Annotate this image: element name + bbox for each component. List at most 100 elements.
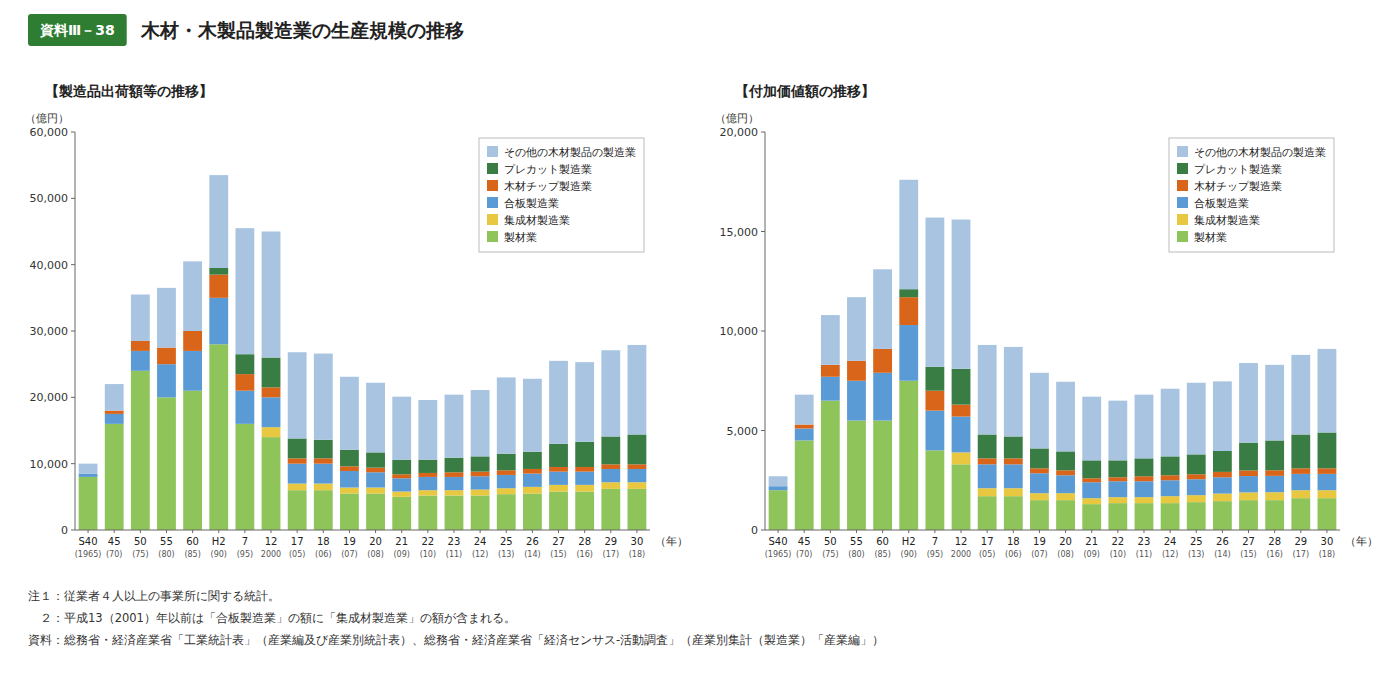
bar — [1135, 458, 1154, 476]
bar — [1030, 448, 1049, 468]
x-tick-label-line: (17) — [603, 550, 619, 559]
bar — [1187, 502, 1206, 530]
bar — [366, 383, 385, 453]
y-tick — [761, 132, 765, 133]
x-tick-label: 19(07) — [341, 536, 357, 559]
x-tick-label-line: 30 — [1321, 536, 1334, 547]
bar — [1056, 470, 1075, 475]
bar — [445, 490, 464, 495]
bar — [549, 492, 568, 530]
bar — [952, 220, 971, 369]
bar — [899, 180, 918, 289]
x-tick-label-line: (16) — [1266, 550, 1282, 559]
bar — [471, 472, 490, 477]
x-tick-label: 7(95) — [927, 536, 943, 559]
legend-swatch — [487, 197, 498, 208]
bar — [445, 496, 464, 530]
bar — [1056, 382, 1075, 452]
bar — [314, 484, 333, 491]
x-tick-label: 25(13) — [498, 536, 514, 559]
bar — [601, 436, 620, 464]
bar — [1030, 473, 1049, 493]
bar — [1291, 498, 1310, 530]
bar — [1187, 383, 1206, 455]
y-axis-line — [765, 132, 766, 530]
bar — [1082, 482, 1101, 498]
x-tick-label-line: (13) — [1188, 550, 1204, 559]
legend-label: 合板製造業 — [1194, 197, 1249, 210]
bar — [497, 475, 516, 488]
y-tick-label: 15,000 — [720, 226, 759, 239]
x-tick-label-line: (1965) — [765, 550, 792, 559]
bar — [392, 474, 411, 478]
bar — [873, 421, 892, 530]
x-tick-label-line: S40 — [769, 536, 788, 547]
x-tick — [1300, 530, 1301, 533]
x-tick-label-line: S40 — [79, 536, 98, 547]
bar — [1030, 468, 1049, 473]
x-tick-label-line: (06) — [315, 550, 331, 559]
x-tick-label: 18(06) — [315, 536, 331, 559]
bar — [821, 377, 840, 401]
bar — [497, 488, 516, 494]
bar — [1056, 475, 1075, 493]
bar — [523, 487, 542, 494]
bar — [418, 400, 437, 460]
x-tick-label-line: 45 — [108, 536, 121, 547]
x-tick-label: 27(15) — [1240, 536, 1256, 559]
y-tick — [761, 331, 765, 332]
bar — [366, 468, 385, 473]
x-tick — [1143, 530, 1144, 533]
bar — [795, 440, 814, 530]
x-tick-label-line: 60 — [876, 536, 889, 547]
x-tick-label-line: 25 — [1190, 536, 1203, 547]
bar — [601, 469, 620, 482]
x-tick-label-line: (90) — [211, 550, 227, 559]
bar — [131, 341, 150, 351]
note: ２：平成13（2001）年以前は「合板製造業」の額に「集成材製造業」の額が含まれ… — [28, 611, 516, 625]
y-axis-label: （億円） — [715, 112, 759, 125]
x-tick — [1117, 530, 1118, 533]
series — [79, 175, 647, 474]
x-tick — [427, 530, 428, 533]
y-tick-label: 5,000 — [727, 425, 759, 438]
x-tick-label-line: 21 — [395, 536, 408, 547]
bar — [1161, 389, 1180, 457]
bar — [575, 485, 594, 492]
bar — [1213, 472, 1232, 477]
bar — [79, 477, 98, 530]
chart-title: 【製造品出荷額等の推移】 — [45, 83, 213, 99]
bar — [628, 489, 647, 530]
x-tick — [804, 530, 805, 533]
x-tick-label-line: (90) — [901, 550, 917, 559]
x-tick — [244, 530, 245, 533]
y-tick-label: 50,000 — [30, 192, 69, 205]
header: 資料Ⅲ－38木材・木製品製造業の生産規模の推移 — [28, 14, 464, 46]
bar — [131, 351, 150, 371]
x-tick-label: 7(95) — [237, 536, 253, 559]
bar — [899, 297, 918, 325]
y-tick — [761, 530, 765, 531]
x-tick-label-line: 27 — [552, 536, 565, 547]
bar — [262, 437, 281, 530]
bar — [821, 401, 840, 530]
x-tick-label: 55(80) — [158, 536, 174, 559]
bar — [1108, 477, 1127, 481]
x-tick — [1065, 530, 1066, 533]
bar — [1265, 365, 1284, 441]
legend-swatch — [487, 146, 498, 157]
bar — [418, 496, 437, 530]
legend-swatch — [1177, 214, 1188, 225]
x-tick-label-line: 20 — [369, 536, 382, 547]
legend-swatch — [487, 180, 498, 191]
x-tick-label-line: 12 — [265, 536, 278, 547]
x-tick-label-line: (08) — [1057, 550, 1073, 559]
bar — [1030, 373, 1049, 449]
bar — [628, 434, 647, 464]
bar — [1082, 478, 1101, 482]
x-tick — [140, 530, 141, 533]
bar — [1265, 500, 1284, 530]
bar — [1213, 381, 1232, 451]
legend-swatch — [1177, 180, 1188, 191]
legend-swatch — [487, 163, 498, 174]
